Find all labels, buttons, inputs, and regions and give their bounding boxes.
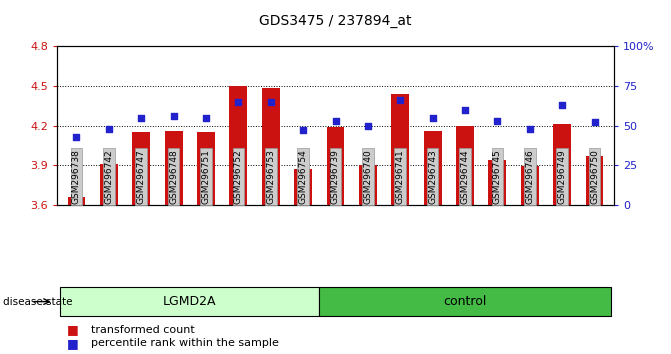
Bar xyxy=(391,94,409,205)
Bar xyxy=(319,287,611,316)
Bar xyxy=(262,88,280,205)
Bar xyxy=(521,166,539,205)
Point xyxy=(525,126,535,132)
Text: GSM296752: GSM296752 xyxy=(234,149,243,204)
Point xyxy=(362,123,373,129)
Text: disease state: disease state xyxy=(3,297,73,307)
Point xyxy=(71,134,82,139)
Bar xyxy=(554,124,571,205)
Text: GSM296738: GSM296738 xyxy=(72,149,81,204)
Text: GSM296751: GSM296751 xyxy=(201,149,211,204)
Bar xyxy=(294,170,312,205)
Bar xyxy=(327,127,344,205)
Bar xyxy=(456,126,474,205)
Text: control: control xyxy=(444,295,486,308)
Text: GSM296750: GSM296750 xyxy=(590,149,599,204)
Text: GSM296754: GSM296754 xyxy=(299,149,307,204)
Bar xyxy=(68,198,85,205)
Text: GSM296744: GSM296744 xyxy=(460,149,470,204)
Text: GSM296741: GSM296741 xyxy=(396,149,405,204)
Text: GSM296742: GSM296742 xyxy=(105,149,113,204)
Point xyxy=(589,120,600,125)
Text: GSM296748: GSM296748 xyxy=(169,149,178,204)
Bar xyxy=(100,164,117,205)
Bar xyxy=(60,287,319,316)
Text: GSM296743: GSM296743 xyxy=(428,149,437,204)
Point xyxy=(265,99,276,105)
Bar xyxy=(164,131,183,205)
Point xyxy=(233,99,244,105)
Bar xyxy=(229,86,248,205)
Point xyxy=(298,127,309,133)
Text: GSM296746: GSM296746 xyxy=(525,149,534,204)
Text: GSM296753: GSM296753 xyxy=(266,149,275,204)
Bar xyxy=(586,156,603,205)
Point xyxy=(427,115,438,120)
Point xyxy=(103,126,114,132)
Bar xyxy=(132,132,150,205)
Text: ■: ■ xyxy=(67,324,79,336)
Text: GSM296745: GSM296745 xyxy=(493,149,502,204)
Text: percentile rank within the sample: percentile rank within the sample xyxy=(91,338,278,348)
Bar xyxy=(488,160,507,205)
Point xyxy=(395,97,406,103)
Text: GDS3475 / 237894_at: GDS3475 / 237894_at xyxy=(259,14,412,28)
Text: GSM296739: GSM296739 xyxy=(331,149,340,204)
Point xyxy=(330,118,341,124)
Point xyxy=(460,107,470,113)
Bar xyxy=(423,131,442,205)
Text: GSM296749: GSM296749 xyxy=(558,149,566,204)
Point xyxy=(557,102,568,108)
Point xyxy=(136,115,146,120)
Bar xyxy=(359,165,377,205)
Text: transformed count: transformed count xyxy=(91,325,195,335)
Point xyxy=(201,115,211,120)
Point xyxy=(492,118,503,124)
Text: LGMD2A: LGMD2A xyxy=(163,295,217,308)
Bar xyxy=(197,132,215,205)
Text: GSM296740: GSM296740 xyxy=(364,149,372,204)
Text: ■: ■ xyxy=(67,337,79,350)
Point xyxy=(168,113,179,119)
Text: GSM296747: GSM296747 xyxy=(137,149,146,204)
